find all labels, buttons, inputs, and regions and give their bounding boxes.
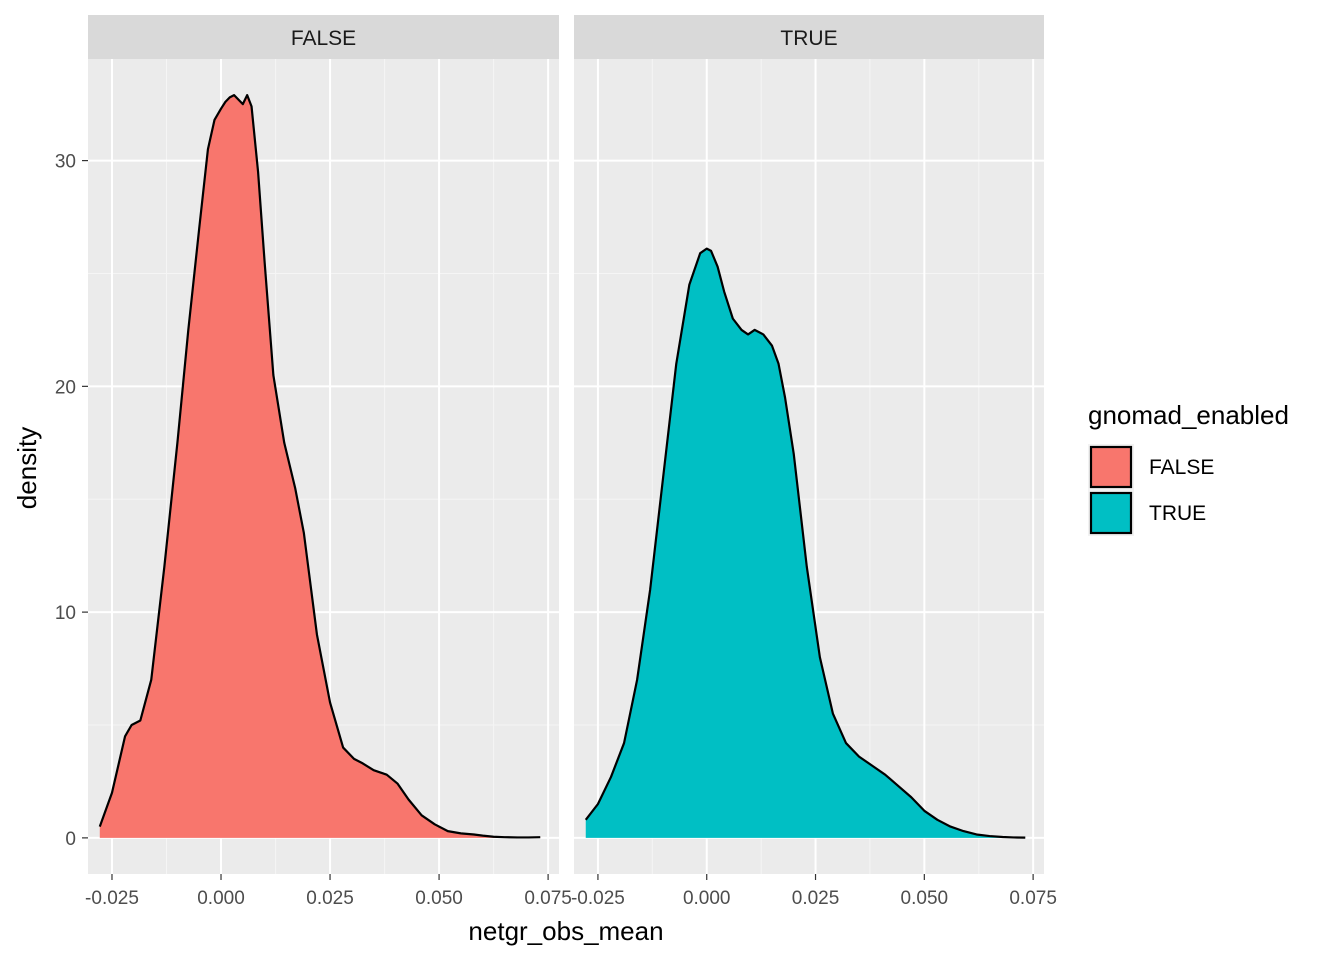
legend-key-swatch [1089, 445, 1133, 489]
legend-item-false: FALSE [1088, 444, 1214, 490]
y-axis-title: density [12, 427, 42, 509]
facet-strip [574, 15, 1044, 59]
legend-label: FALSE [1149, 456, 1214, 479]
legend: gnomad_enabled FALSE TRUE [1088, 400, 1289, 536]
density-curve-true [584, 247, 1026, 839]
panels-layer: FALSE TRUE [88, 15, 1044, 874]
x-tick-label: 0.000 [683, 888, 731, 909]
density-area-true [585, 248, 1026, 838]
x-tick-label: -0.025 [85, 888, 139, 909]
y-tick-label: 20 [55, 377, 76, 398]
y-tick-label: 0 [65, 829, 76, 850]
density-curve-false [98, 94, 541, 839]
x-tick-label: 0.075 [524, 888, 572, 909]
y-tick-label: 10 [55, 603, 76, 624]
legend-item-true: TRUE [1088, 490, 1206, 536]
legend-title: gnomad_enabled [1088, 400, 1289, 430]
facet-panel-true: TRUE [574, 15, 1044, 874]
x-tick-label: 0.075 [1009, 888, 1057, 909]
x-tick-label: 0.000 [197, 888, 245, 909]
x-tick-label: 0.050 [415, 888, 463, 909]
x-tick-label: 0.025 [792, 888, 840, 909]
x-tick-label: -0.025 [571, 888, 625, 909]
facet-strip-label: FALSE [291, 27, 356, 50]
density-area-false [99, 95, 541, 838]
x-tick-label: 0.050 [901, 888, 949, 909]
facet-strip-label: TRUE [780, 27, 837, 50]
legend-items: FALSE TRUE [1088, 444, 1214, 536]
legend-label: TRUE [1149, 502, 1206, 525]
facet-strip [88, 15, 559, 59]
x-axis-title: netgr_obs_mean [468, 916, 663, 946]
y-tick-label: 30 [55, 152, 76, 173]
x-tick-label: 0.025 [306, 888, 354, 909]
legend-key-swatch [1089, 491, 1133, 535]
facet-panel-false: FALSE [88, 15, 559, 874]
